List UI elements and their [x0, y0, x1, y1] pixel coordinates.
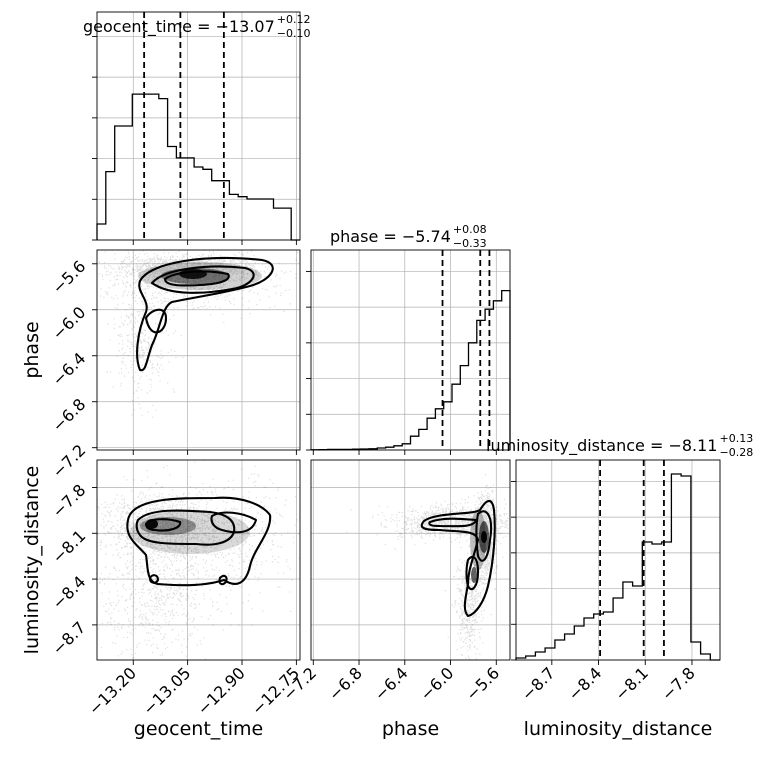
- contour-small: [144, 308, 168, 334]
- contour-mid: [210, 511, 258, 534]
- scatter-panel: [96, 249, 301, 451]
- contour-inner: [465, 555, 480, 591]
- x-tick-label: −8.7: [518, 663, 559, 704]
- scatter-phase-luminosity_distance: [346, 474, 509, 660]
- scatter-panel: [310, 459, 511, 661]
- x-axis-label-phase: phase: [382, 718, 439, 740]
- scatter-points: [346, 474, 509, 660]
- histogram-luminosity_distance: [515, 473, 720, 661]
- scatter-panel: [96, 459, 301, 661]
- x-tick-label: −7.8: [658, 663, 699, 704]
- title-plus-error: +0.08: [453, 223, 487, 236]
- y-tick-label: −6.0: [48, 303, 89, 344]
- contour-mid: [135, 509, 236, 546]
- contour-inner: [163, 270, 230, 287]
- x-tick-label: −6.4: [371, 663, 412, 704]
- contour-outer: [420, 499, 496, 618]
- panel-title-geocent_time: geocent_time = −13.07: [83, 17, 275, 37]
- scatter-points: [97, 250, 300, 418]
- title-plus-error: +0.12: [277, 13, 311, 26]
- y-tick-label: −7.2: [48, 441, 89, 482]
- x-tick-label: −6.0: [416, 663, 457, 704]
- title-minus-error: −0.10: [277, 27, 311, 40]
- y-axis-label-phase: phase: [21, 321, 43, 378]
- title-plus-error: +0.13: [719, 432, 753, 445]
- panel-title-luminosity_distance: luminosity_distance = −8.11: [486, 436, 717, 456]
- contour-small: [218, 574, 228, 586]
- x-tick-label: −6.8: [325, 663, 366, 704]
- histogram-phase: [310, 289, 511, 451]
- y-tick-label: −5.6: [48, 257, 89, 298]
- y-tick-label: −8.7: [48, 618, 89, 659]
- contour-mid: [428, 517, 478, 528]
- density-level: [481, 531, 487, 543]
- histogram-geocent_time: [96, 93, 300, 241]
- x-axis-label-geocent_time: geocent_time: [134, 718, 263, 740]
- contour-outer: [136, 257, 274, 372]
- contour-outer: [126, 496, 272, 587]
- x-tick-label: −8.4: [564, 663, 605, 704]
- y-tick-label: −8.4: [48, 572, 89, 613]
- scatter-geocent_time-luminosity_distance: [97, 460, 300, 660]
- y-tick-label: −6.8: [48, 395, 89, 436]
- x-tick-label: −13.20: [85, 663, 140, 718]
- hist-panel-phase: [310, 249, 511, 451]
- scatter-points: [97, 460, 300, 660]
- panel-title-phase: phase = −5.74: [330, 227, 451, 246]
- x-tick-label: −5.6: [462, 663, 503, 704]
- contour-mid: [475, 510, 493, 562]
- density-level: [471, 567, 477, 583]
- x-tick-label: −12.90: [194, 663, 249, 718]
- y-tick-label: −7.8: [48, 480, 89, 521]
- title-minus-error: −0.28: [719, 446, 753, 459]
- hist-panel-luminosity_distance: [515, 459, 721, 661]
- y-tick-label: −6.4: [48, 349, 89, 390]
- contour-small: [148, 574, 160, 584]
- contour-inner: [144, 518, 182, 532]
- x-tick-label: −13.05: [139, 663, 194, 718]
- x-axis-label-luminosity_distance: luminosity_distance: [524, 718, 713, 740]
- hist-panel-geocent_time: [96, 11, 301, 241]
- scatter-geocent_time-phase: [97, 250, 300, 418]
- contour-mid: [150, 265, 255, 294]
- y-tick-label: −8.1: [48, 526, 89, 567]
- x-tick-label: −8.1: [611, 663, 652, 704]
- title-minus-error: −0.33: [453, 237, 487, 250]
- y-axis-label-luminosity_distance: luminosity_distance: [21, 466, 43, 655]
